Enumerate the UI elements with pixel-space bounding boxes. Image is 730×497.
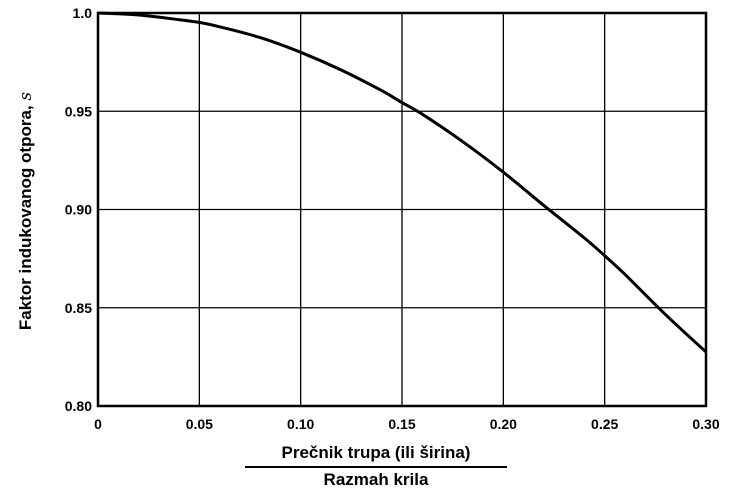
x-tick-labels: 0 0.05 0.10 0.15 0.20 0.25 0.30 <box>94 416 720 432</box>
x-tick-label: 0.25 <box>591 416 618 432</box>
plot-frame <box>96 11 708 408</box>
grid-lines <box>97 12 707 407</box>
y-axis-title: Faktor indukovanog otpora, s <box>16 92 36 330</box>
x-axis-denominator: Razmah krila <box>323 470 429 489</box>
y-axis-symbol: s <box>16 91 36 101</box>
chart: 0.80 0.85 0.90 0.95 1.0 0 0.05 0.10 0.15 0.20 0.2… <box>65 5 720 432</box>
x-tick-label: 0.15 <box>388 416 415 432</box>
x-tick-label: 0.10 <box>287 416 314 432</box>
x-axis-numerator: Prečnik trupa (ili širina) <box>281 443 471 462</box>
x-axis-title: Prečnik trupa (ili širina) Razmah krila <box>245 443 507 490</box>
fraction-bar <box>245 466 507 468</box>
x-tick-label: 0.30 <box>692 416 719 432</box>
x-tick-label: 0.20 <box>490 416 517 432</box>
x-tick-label: 0.05 <box>186 416 213 432</box>
y-tick-label: 0.85 <box>65 300 92 316</box>
y-tick-label: 0.80 <box>65 398 92 414</box>
y-tick-label: 0.95 <box>65 103 92 119</box>
data-line <box>97 11 708 354</box>
y-tick-labels: 0.80 0.85 0.90 0.95 1.0 <box>65 5 92 414</box>
y-tick-label: 0.90 <box>65 202 92 218</box>
x-tick-label: 0 <box>94 416 102 432</box>
y-tick-label: 1.0 <box>73 5 93 21</box>
y-axis-label: Faktor indukovanog otpora, <box>16 105 35 331</box>
